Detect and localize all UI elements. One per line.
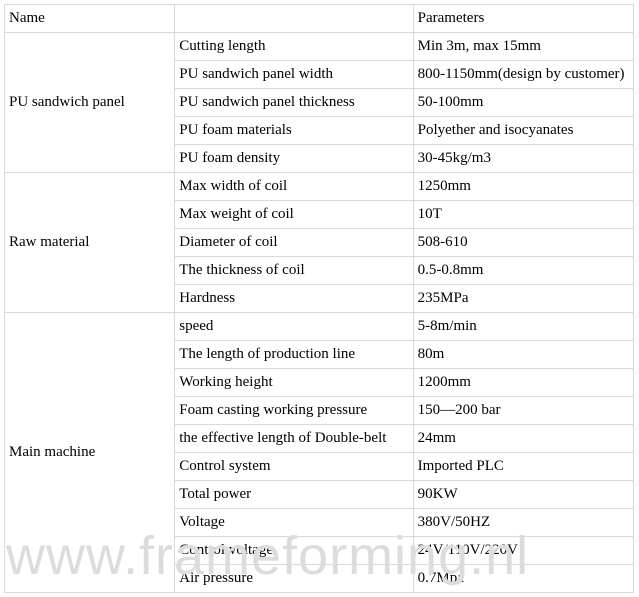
table-row: PU sandwich panel Cutting length Min 3m,… <box>5 33 634 61</box>
param-cell: speed <box>175 313 413 341</box>
param-cell: Hardness <box>175 285 413 313</box>
header-parameters: Parameters <box>413 5 633 33</box>
value-cell: Imported PLC <box>413 453 633 481</box>
value-cell: 0.7Mpa <box>413 565 633 593</box>
table-header-row: Name Parameters <box>5 5 634 33</box>
value-cell: 380V/50HZ <box>413 509 633 537</box>
table-row: Raw material Max width of coil 1250mm <box>5 173 634 201</box>
param-cell: Control voltage <box>175 537 413 565</box>
param-cell: the effective length of Double-belt <box>175 425 413 453</box>
param-cell: Foam casting working pressure <box>175 397 413 425</box>
value-cell: 24V/110V/220V <box>413 537 633 565</box>
value-cell: 1200mm <box>413 369 633 397</box>
value-cell: Polyether and isocyanates <box>413 117 633 145</box>
value-cell: 80m <box>413 341 633 369</box>
value-cell: 30-45kg/m3 <box>413 145 633 173</box>
param-cell: PU sandwich panel thickness <box>175 89 413 117</box>
param-cell: PU sandwich panel width <box>175 61 413 89</box>
header-blank <box>175 5 413 33</box>
value-cell: 5-8m/min <box>413 313 633 341</box>
param-cell: Voltage <box>175 509 413 537</box>
param-cell: Control system <box>175 453 413 481</box>
header-name: Name <box>5 5 175 33</box>
param-cell: PU foam materials <box>175 117 413 145</box>
value-cell: 150—200 bar <box>413 397 633 425</box>
param-cell: Cutting length <box>175 33 413 61</box>
value-cell: 90KW <box>413 481 633 509</box>
param-cell: Max width of coil <box>175 173 413 201</box>
param-cell: Max weight of coil <box>175 201 413 229</box>
param-cell: The thickness of coil <box>175 257 413 285</box>
value-cell: 50-100mm <box>413 89 633 117</box>
table-row: Main machine speed 5-8m/min <box>5 313 634 341</box>
value-cell: 0.5-0.8mm <box>413 257 633 285</box>
param-cell: Working height <box>175 369 413 397</box>
value-cell: 10T <box>413 201 633 229</box>
value-cell: 24mm <box>413 425 633 453</box>
spec-table: Name Parameters PU sandwich panel Cuttin… <box>4 4 634 593</box>
value-cell: 235MPa <box>413 285 633 313</box>
group-name-cell: Main machine <box>5 313 175 593</box>
group-name-cell: Raw material <box>5 173 175 313</box>
value-cell: 800-1150mm(design by customer) <box>413 61 633 89</box>
param-cell: Total power <box>175 481 413 509</box>
group-name-cell: PU sandwich panel <box>5 33 175 173</box>
value-cell: 1250mm <box>413 173 633 201</box>
value-cell: 508-610 <box>413 229 633 257</box>
param-cell: The length of production line <box>175 341 413 369</box>
value-cell: Min 3m, max 15mm <box>413 33 633 61</box>
param-cell: Diameter of coil <box>175 229 413 257</box>
param-cell: PU foam density <box>175 145 413 173</box>
param-cell: Air pressure <box>175 565 413 593</box>
